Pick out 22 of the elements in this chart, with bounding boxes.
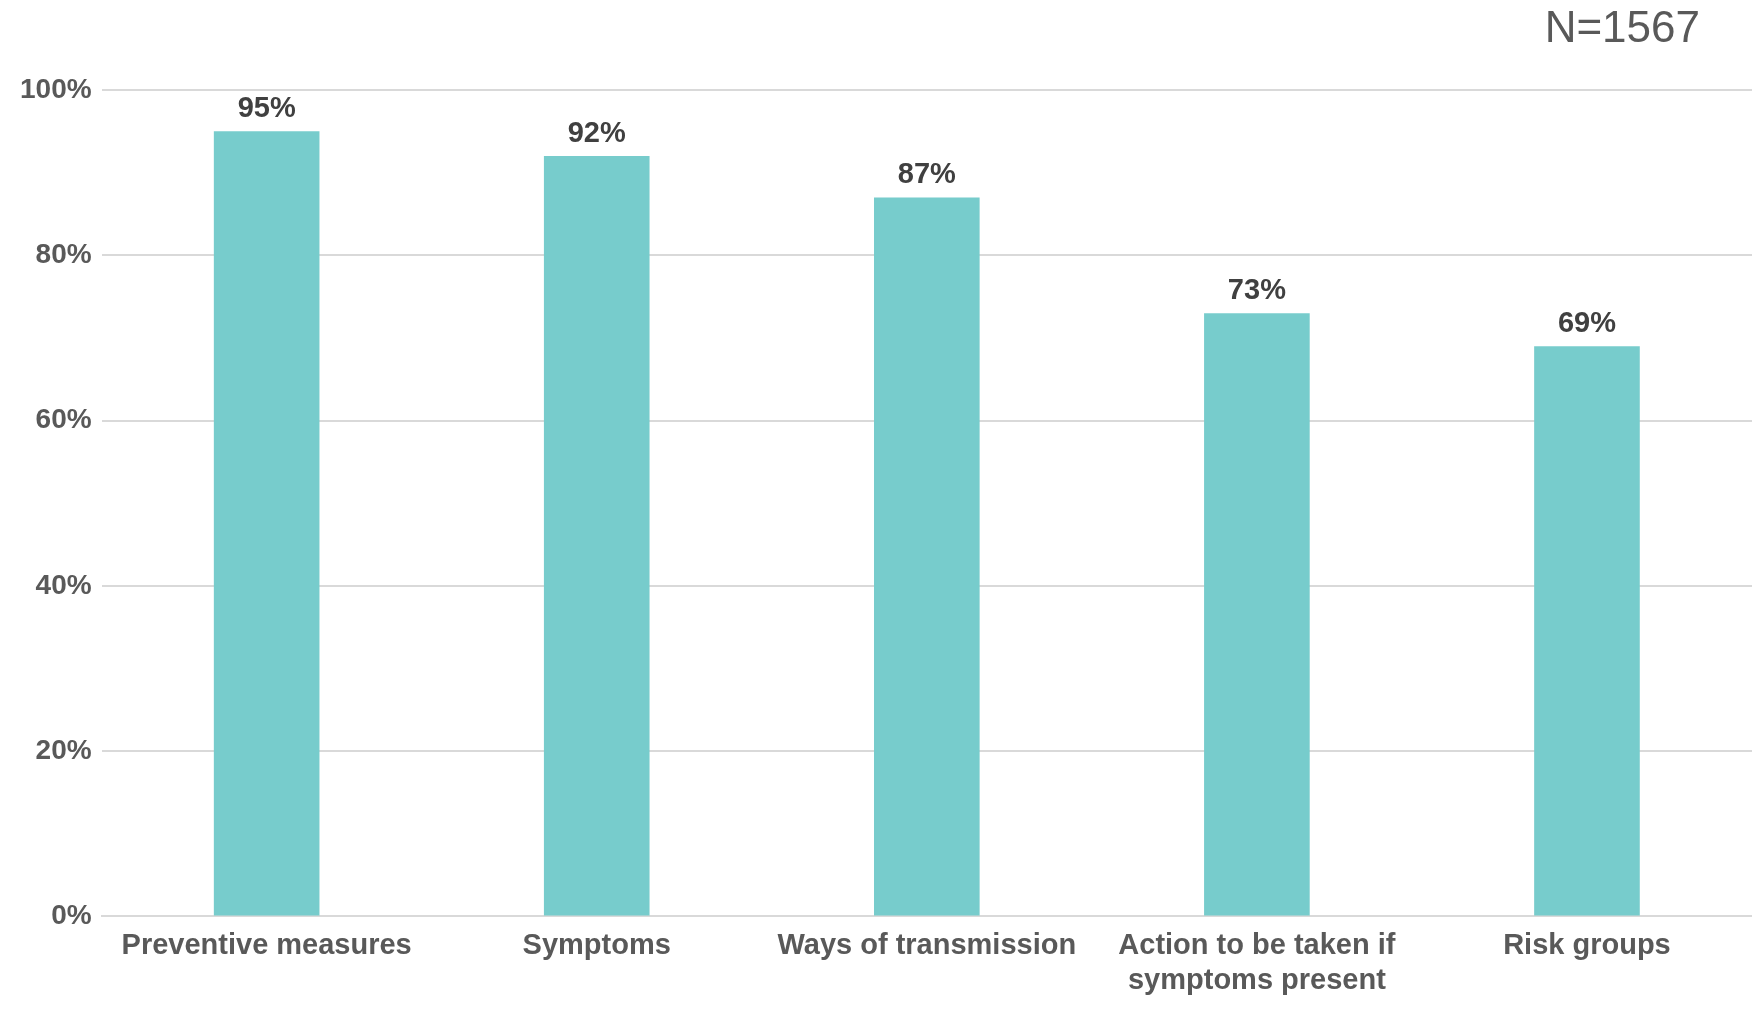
y-tick-label: 60%	[35, 403, 92, 435]
bar	[1534, 346, 1640, 916]
data-label: 87%	[897, 156, 957, 189]
bar	[1204, 313, 1310, 916]
bar	[873, 197, 980, 916]
data-label: 95%	[237, 90, 296, 123]
bar	[543, 156, 650, 916]
data-label: 92%	[567, 115, 626, 148]
y-tick-label: 100%	[19, 72, 92, 104]
y-tick-label: 40%	[35, 568, 92, 600]
x-tick-label: Preventive measures	[121, 927, 412, 960]
y-tick-label: 0%	[51, 899, 92, 931]
x-tick-label: Risk groups	[1503, 927, 1671, 960]
x-tick-label: Symptoms	[522, 927, 671, 960]
bar	[213, 131, 320, 916]
y-tick-label: 80%	[35, 238, 92, 269]
x-tick-label: Action to be taken if symptoms present	[1118, 927, 1396, 995]
x-tick-label: Ways of transmission	[777, 927, 1077, 960]
text: N=1567	[1544, 2, 1700, 52]
y-tick-label: 20%	[35, 733, 92, 765]
data-label: 73%	[1227, 272, 1287, 305]
data-label: 69%	[1557, 305, 1617, 338]
